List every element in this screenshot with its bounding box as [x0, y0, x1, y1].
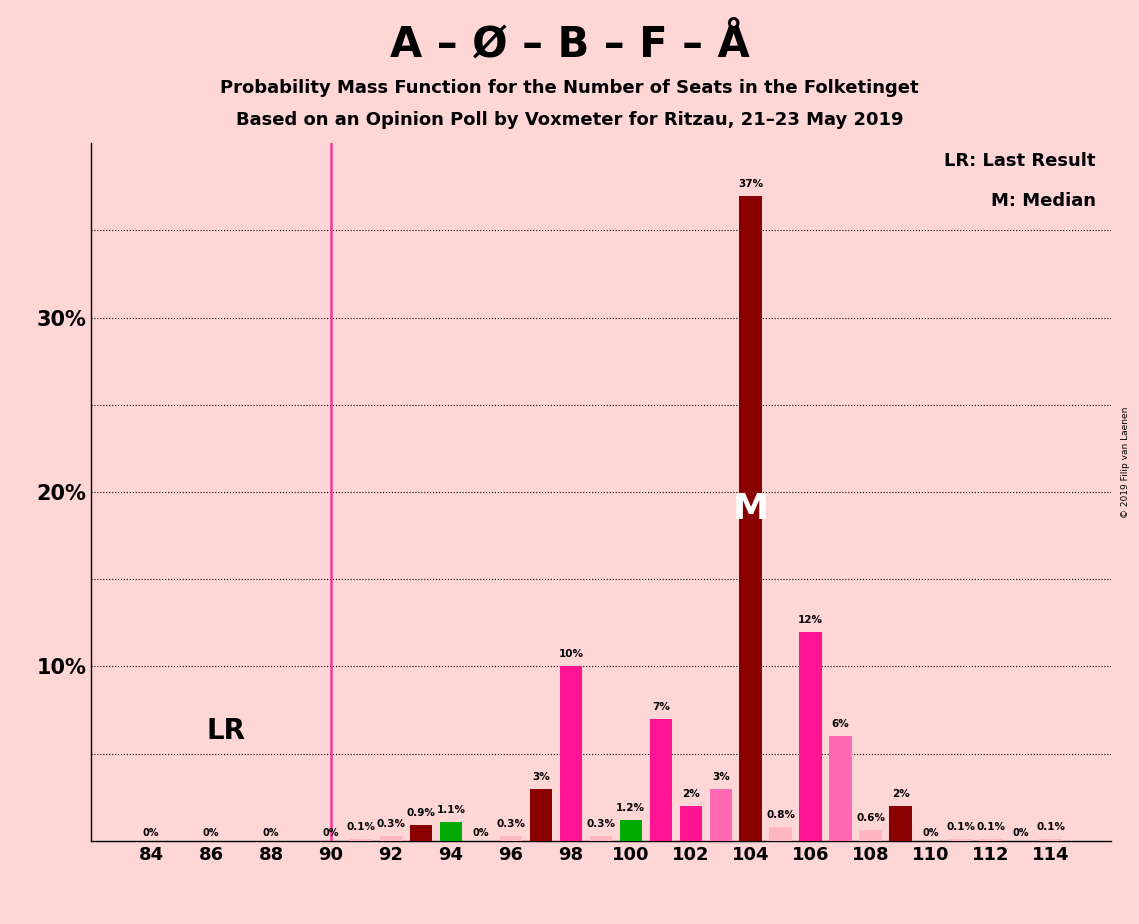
Text: 0%: 0% — [142, 828, 159, 838]
Text: 6%: 6% — [831, 719, 850, 729]
Text: 0%: 0% — [322, 828, 339, 838]
Text: LR: LR — [206, 717, 246, 745]
Text: Probability Mass Function for the Number of Seats in the Folketinget: Probability Mass Function for the Number… — [220, 79, 919, 96]
Text: 0.3%: 0.3% — [377, 819, 405, 829]
Bar — [530, 788, 552, 841]
Bar — [620, 820, 642, 841]
Text: 2%: 2% — [682, 789, 699, 799]
Text: 7%: 7% — [652, 702, 670, 711]
Bar — [1039, 839, 1062, 841]
Text: 0.1%: 0.1% — [947, 822, 975, 833]
Text: © 2019 Filip van Laenen: © 2019 Filip van Laenen — [1121, 407, 1130, 517]
Bar — [649, 719, 672, 841]
Bar — [739, 196, 762, 841]
Text: A – Ø – B – F – Å: A – Ø – B – F – Å — [390, 23, 749, 65]
Text: 0%: 0% — [263, 828, 279, 838]
Bar — [890, 806, 912, 841]
Text: 3%: 3% — [532, 772, 550, 782]
Bar — [379, 835, 402, 841]
Text: 0.1%: 0.1% — [976, 822, 1005, 833]
Bar — [680, 806, 702, 841]
Text: 3%: 3% — [712, 772, 730, 782]
Bar — [800, 632, 822, 841]
Text: 2%: 2% — [892, 789, 910, 799]
Text: 0.3%: 0.3% — [587, 819, 615, 829]
Text: 0%: 0% — [923, 828, 939, 838]
Text: LR: Last Result: LR: Last Result — [944, 152, 1096, 170]
Text: M: M — [732, 492, 769, 527]
Text: 12%: 12% — [798, 614, 823, 625]
Text: 0.8%: 0.8% — [767, 810, 795, 820]
Bar — [860, 831, 882, 841]
Text: 0%: 0% — [473, 828, 489, 838]
Bar — [500, 835, 522, 841]
Bar — [950, 839, 972, 841]
Bar — [980, 839, 1002, 841]
Text: 0.9%: 0.9% — [407, 808, 435, 818]
Bar — [710, 788, 732, 841]
Text: 0.3%: 0.3% — [497, 819, 525, 829]
Bar — [590, 835, 612, 841]
Text: 0%: 0% — [1013, 828, 1029, 838]
Bar — [350, 839, 372, 841]
Text: 10%: 10% — [558, 650, 583, 660]
Text: M: Median: M: Median — [991, 192, 1096, 210]
Text: Based on an Opinion Poll by Voxmeter for Ritzau, 21–23 May 2019: Based on an Opinion Poll by Voxmeter for… — [236, 111, 903, 128]
Bar — [770, 827, 792, 841]
Text: 1.1%: 1.1% — [436, 805, 466, 815]
Text: 0%: 0% — [203, 828, 220, 838]
Bar — [410, 825, 432, 841]
Text: 37%: 37% — [738, 178, 763, 188]
Bar — [559, 666, 582, 841]
Bar — [440, 821, 462, 841]
Text: 0.6%: 0.6% — [857, 813, 885, 823]
Text: 1.2%: 1.2% — [616, 803, 646, 813]
Bar — [829, 736, 852, 841]
Text: 0.1%: 0.1% — [1036, 822, 1065, 833]
Text: 0.1%: 0.1% — [346, 822, 376, 833]
